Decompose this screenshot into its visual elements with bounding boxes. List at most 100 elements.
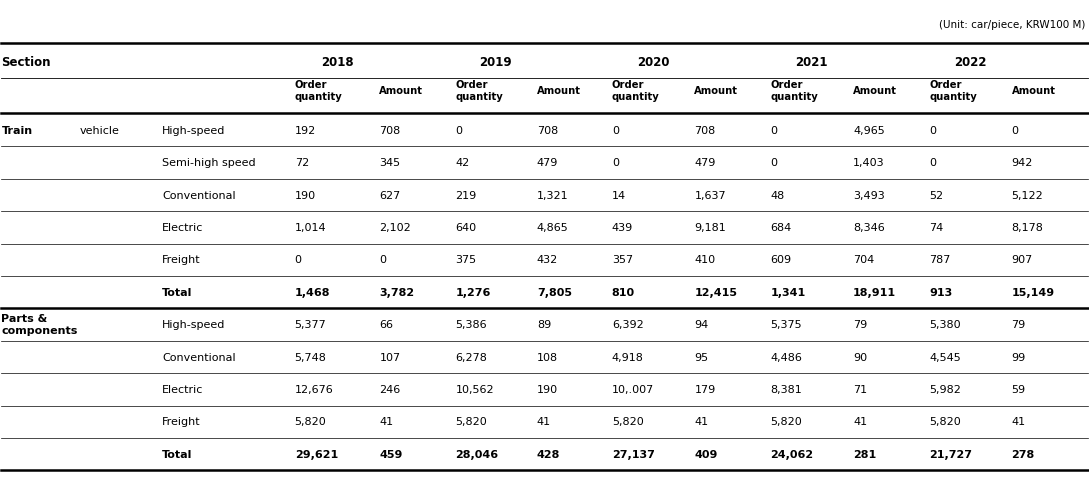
Text: 108: 108 xyxy=(537,353,558,363)
Text: 5,375: 5,375 xyxy=(770,320,803,330)
Text: 5,820: 5,820 xyxy=(612,417,644,427)
Text: 439: 439 xyxy=(612,223,633,233)
Text: 10,562: 10,562 xyxy=(455,385,494,395)
Text: 8,381: 8,381 xyxy=(770,385,803,395)
Text: 12,415: 12,415 xyxy=(695,288,737,298)
Text: 4,918: 4,918 xyxy=(612,353,644,363)
Text: 459: 459 xyxy=(379,450,403,460)
Text: 5,386: 5,386 xyxy=(455,320,487,330)
Text: 107: 107 xyxy=(379,353,401,363)
Text: 0: 0 xyxy=(612,126,619,136)
Text: 72: 72 xyxy=(295,158,309,168)
Text: Total: Total xyxy=(162,288,193,298)
Text: 1,403: 1,403 xyxy=(853,158,884,168)
Text: 179: 179 xyxy=(695,385,715,395)
Text: Amount: Amount xyxy=(1012,86,1055,96)
Text: 0: 0 xyxy=(455,126,463,136)
Text: 14: 14 xyxy=(612,191,626,201)
Text: 79: 79 xyxy=(1012,320,1026,330)
Text: 79: 79 xyxy=(853,320,867,330)
Text: Train: Train xyxy=(1,126,33,136)
Text: 1,276: 1,276 xyxy=(455,288,491,298)
Text: 90: 90 xyxy=(853,353,867,363)
Text: Freight: Freight xyxy=(162,417,200,427)
Text: 7,805: 7,805 xyxy=(537,288,572,298)
Text: 89: 89 xyxy=(537,320,551,330)
Text: 479: 479 xyxy=(695,158,715,168)
Text: 27,137: 27,137 xyxy=(612,450,654,460)
Text: 684: 684 xyxy=(770,223,792,233)
Text: 99: 99 xyxy=(1012,353,1026,363)
Text: 29,621: 29,621 xyxy=(295,450,338,460)
Text: Freight: Freight xyxy=(162,255,200,265)
Text: 5,820: 5,820 xyxy=(929,417,960,427)
Text: 3,782: 3,782 xyxy=(379,288,415,298)
Text: Semi-high speed: Semi-high speed xyxy=(162,158,256,168)
Text: 0: 0 xyxy=(770,158,778,168)
Text: 2018: 2018 xyxy=(321,56,353,69)
Text: Order
quantity: Order quantity xyxy=(455,80,503,102)
Text: 1,341: 1,341 xyxy=(770,288,806,298)
Text: 59: 59 xyxy=(1012,385,1026,395)
Text: 71: 71 xyxy=(853,385,867,395)
Text: 18,911: 18,911 xyxy=(853,288,896,298)
Text: 0: 0 xyxy=(929,158,937,168)
Text: 1,637: 1,637 xyxy=(695,191,726,201)
Text: 12,676: 12,676 xyxy=(295,385,333,395)
Text: 8,346: 8,346 xyxy=(853,223,884,233)
Text: 5,820: 5,820 xyxy=(455,417,487,427)
Text: 627: 627 xyxy=(379,191,401,201)
Text: Electric: Electric xyxy=(162,385,204,395)
Text: Conventional: Conventional xyxy=(162,353,236,363)
Text: 3,493: 3,493 xyxy=(853,191,884,201)
Text: Order
quantity: Order quantity xyxy=(770,80,818,102)
Text: 410: 410 xyxy=(695,255,715,265)
Text: 942: 942 xyxy=(1012,158,1033,168)
Text: 219: 219 xyxy=(455,191,477,201)
Text: 1,468: 1,468 xyxy=(295,288,330,298)
Text: vehicle: vehicle xyxy=(79,126,120,136)
Text: 4,965: 4,965 xyxy=(853,126,884,136)
Text: 42: 42 xyxy=(455,158,469,168)
Text: 8,178: 8,178 xyxy=(1012,223,1043,233)
Text: 10,.007: 10,.007 xyxy=(612,385,654,395)
Text: 810: 810 xyxy=(612,288,635,298)
Text: 190: 190 xyxy=(295,191,316,201)
Text: 0: 0 xyxy=(770,126,778,136)
Text: 246: 246 xyxy=(379,385,401,395)
Text: Parts &
components: Parts & components xyxy=(1,314,77,336)
Text: Amount: Amount xyxy=(379,86,424,96)
Text: 28,046: 28,046 xyxy=(455,450,499,460)
Text: 24,062: 24,062 xyxy=(770,450,813,460)
Text: 5,820: 5,820 xyxy=(770,417,803,427)
Text: 0: 0 xyxy=(929,126,937,136)
Text: 4,486: 4,486 xyxy=(770,353,803,363)
Text: 94: 94 xyxy=(695,320,709,330)
Text: 6,278: 6,278 xyxy=(455,353,487,363)
Text: 41: 41 xyxy=(379,417,393,427)
Text: 5,820: 5,820 xyxy=(295,417,327,427)
Text: High-speed: High-speed xyxy=(162,320,225,330)
Text: 375: 375 xyxy=(455,255,477,265)
Text: 2022: 2022 xyxy=(954,56,987,69)
Text: 913: 913 xyxy=(929,288,952,298)
Text: Amount: Amount xyxy=(853,86,897,96)
Text: 2,102: 2,102 xyxy=(379,223,412,233)
Text: 345: 345 xyxy=(379,158,401,168)
Text: Amount: Amount xyxy=(695,86,738,96)
Text: 0: 0 xyxy=(379,255,387,265)
Text: 15,149: 15,149 xyxy=(1012,288,1055,298)
Text: 281: 281 xyxy=(853,450,877,460)
Text: 2020: 2020 xyxy=(637,56,670,69)
Text: 704: 704 xyxy=(853,255,874,265)
Text: 21,727: 21,727 xyxy=(929,450,972,460)
Text: 6,392: 6,392 xyxy=(612,320,644,330)
Text: 41: 41 xyxy=(853,417,867,427)
Text: 4,865: 4,865 xyxy=(537,223,568,233)
Text: Electric: Electric xyxy=(162,223,204,233)
Text: 787: 787 xyxy=(929,255,951,265)
Text: 357: 357 xyxy=(612,255,633,265)
Text: Order
quantity: Order quantity xyxy=(612,80,660,102)
Text: 708: 708 xyxy=(695,126,715,136)
Text: 5,377: 5,377 xyxy=(295,320,327,330)
